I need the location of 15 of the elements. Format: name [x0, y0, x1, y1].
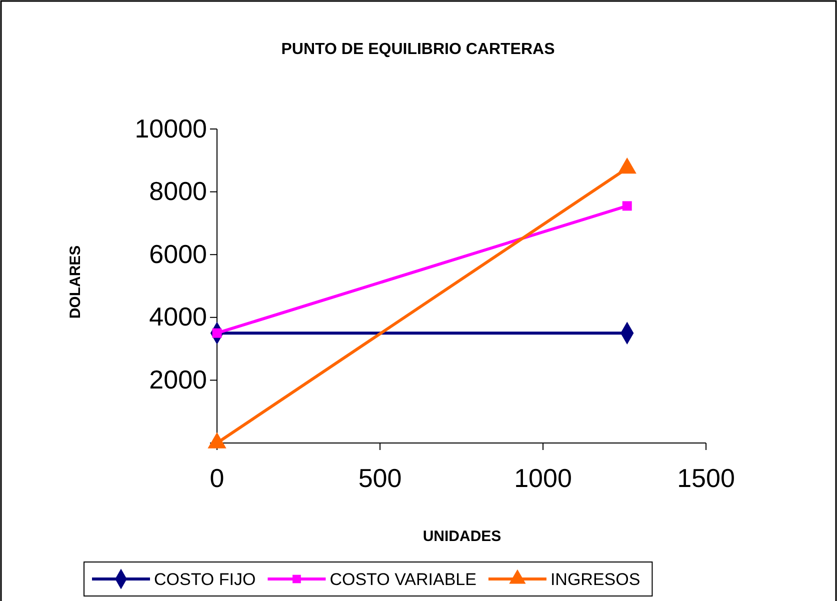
x-tick-label: 0 [210, 462, 224, 493]
y-tick-label: 4000 [149, 302, 207, 332]
x-tick-label: 1500 [677, 462, 735, 493]
y-axis-title: DOLARES [67, 245, 84, 319]
y-tick-label: 10000 [134, 113, 207, 144]
chart-title: PUNTO DE EQUILIBRIO CARTERAS [281, 41, 556, 58]
y-tick-label: 6000 [149, 238, 207, 269]
y-tick-label: 2000 [149, 364, 207, 395]
x-axis-title: UNIDADES [422, 528, 502, 545]
legend-label: COSTO VARIABLE [330, 570, 476, 589]
x-tick-label: 1000 [514, 462, 572, 493]
x-tick-label: 500 [358, 462, 402, 493]
y-tick-label: 8000 [149, 176, 207, 206]
legend-label: COSTO FIJO [154, 570, 256, 589]
legend-label: INGRESOS [550, 570, 640, 589]
